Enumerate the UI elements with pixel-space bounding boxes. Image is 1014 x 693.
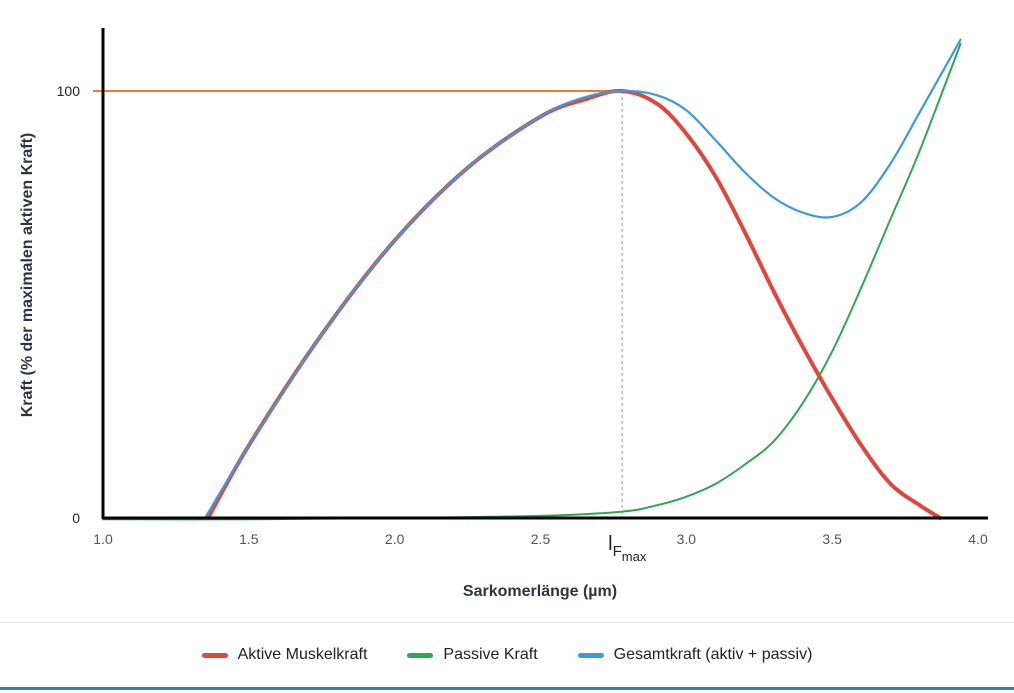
legend-label-active: Aktive Muskelkraft	[237, 646, 368, 663]
legend-label-total: Gesamtkraft (aktiv + passiv)	[613, 646, 813, 663]
legend-swatch-total	[577, 652, 604, 658]
legend-label-passive: Passive Kraft	[443, 646, 538, 663]
x-tick-label: 4.0	[968, 531, 988, 547]
legend-swatch-passive	[407, 652, 434, 658]
y-axis-title: Kraft (% der maximalen aktiven Kraft)	[19, 133, 36, 418]
x-axis-title: Sarkomerlänge (µm)	[463, 583, 617, 600]
y-tick-label: 100	[57, 83, 81, 99]
series-line-active	[206, 88, 943, 520]
x-tick-label: 1.0	[93, 531, 113, 547]
marker-label-lfmax: lFmax	[608, 533, 647, 564]
series-line-total	[203, 38, 962, 520]
legend-swatch-active	[201, 652, 228, 658]
legend: Aktive Muskelkraft Passive Kraft Gesamtk…	[0, 622, 1014, 690]
legend-item-active[interactable]: Aktive Muskelkraft	[201, 646, 368, 664]
legend-item-total[interactable]: Gesamtkraft (aktiv + passiv)	[577, 646, 813, 664]
x-tick-label: 2.0	[385, 531, 405, 547]
x-tick-label: 3.0	[677, 531, 697, 547]
legend-item-passive[interactable]: Passive Kraft	[407, 646, 538, 664]
x-tick-label: 1.5	[239, 531, 259, 547]
x-tick-label: 3.5	[822, 531, 842, 547]
y-tick-label: 0	[72, 510, 80, 526]
chart: 1.0 1.5 2.0 2.5 3.0 3.5 4.0 0 100 lFmax Sarkomerl…	[19, 28, 988, 600]
series-line-passive	[102, 43, 962, 521]
x-tick-label: 2.5	[531, 531, 551, 547]
